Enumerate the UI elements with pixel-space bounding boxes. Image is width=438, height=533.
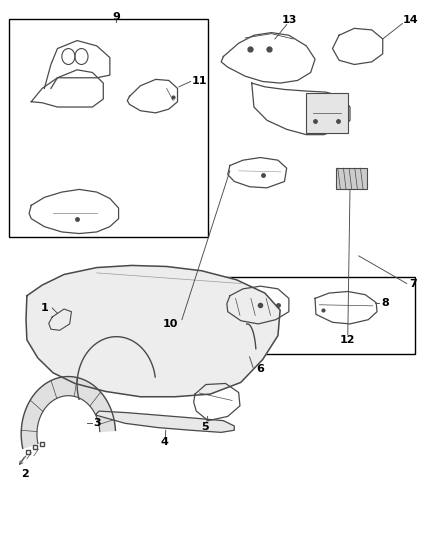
Text: 7: 7 [410,279,417,288]
Text: 10: 10 [162,319,178,329]
Polygon shape [21,376,116,448]
Bar [10,19,208,237]
Polygon shape [26,265,280,397]
Bar [336,168,367,189]
Bar [306,93,348,133]
Text: 5: 5 [201,422,209,432]
Polygon shape [96,411,234,432]
Bar [221,277,416,354]
Text: 4: 4 [161,437,169,447]
Text: 3: 3 [94,418,102,429]
Text: 12: 12 [340,335,356,345]
Text: 14: 14 [403,15,418,26]
Text: 13: 13 [282,15,297,26]
Text: 1: 1 [40,303,48,313]
Text: 6: 6 [257,364,265,374]
Text: 8: 8 [381,297,389,308]
Text: 9: 9 [113,12,120,22]
Text: 2: 2 [21,469,28,479]
Text: 11: 11 [191,77,207,86]
